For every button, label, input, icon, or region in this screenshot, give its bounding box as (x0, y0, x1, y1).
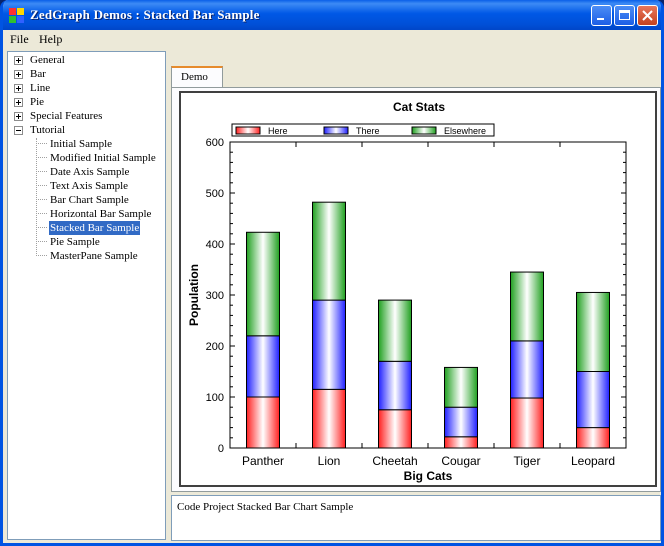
bar-elsewhere-cheetah (378, 299, 412, 362)
bar-here-cheetah (378, 409, 412, 449)
plot-area: 0 100 200 300 400 500 600 Panther Lion Cheetah Cou… (206, 137, 627, 468)
y-axis-title: Population (187, 264, 201, 326)
chart-legend: Here There Elsewhere (231, 123, 495, 137)
menu-bar: File Help (3, 30, 661, 49)
tab-demo-label: Demo (181, 71, 208, 83)
tree-item-label: Bar Chart Sample (50, 194, 129, 206)
tree-item-label: Initial Sample (50, 138, 113, 150)
close-button[interactable] (637, 5, 658, 26)
tree-connector-line (36, 171, 47, 172)
tab-strip: Demo (171, 66, 661, 88)
x-tick-label: Panther (242, 454, 284, 468)
legend-label-elsewhere: Elsewhere (444, 126, 486, 136)
bar-there-lion (312, 299, 346, 390)
plot-frame (229, 141, 627, 449)
tree-item-label: Line (30, 82, 51, 94)
tree-item-label: MasterPane Sample (50, 250, 138, 262)
legend-swatch-elsewhere (411, 126, 437, 135)
y-tick-label: 300 (206, 290, 224, 302)
y-tick-label: 500 (206, 188, 224, 200)
collapse-icon[interactable] (14, 126, 23, 135)
chart-title: Cat Stats (393, 100, 445, 114)
expand-icon[interactable] (14, 56, 23, 65)
expand-icon[interactable] (14, 98, 23, 107)
app-icon (9, 8, 24, 23)
legend-swatch-here (235, 126, 261, 135)
tree-item-label: Pie (30, 96, 45, 108)
bar-there-leopard (576, 371, 610, 429)
tree-connector-line (36, 138, 37, 256)
expand-icon[interactable] (14, 70, 23, 79)
tree-item-label: Pie Sample (50, 236, 100, 248)
description-text-box[interactable]: Code Project Stacked Bar Chart Sample (171, 495, 661, 541)
tree-item-label: Bar (30, 68, 46, 80)
window-title: ZedGraph Demos : Stacked Bar Sample (30, 7, 260, 22)
description-text: Code Project Stacked Bar Chart Sample (177, 501, 354, 513)
x-tick-label: Cheetah (372, 454, 417, 468)
tree-connector-line (36, 143, 47, 144)
expand-icon[interactable] (14, 112, 23, 121)
tree-item-label: Special Features (30, 110, 103, 122)
minimize-icon (597, 18, 604, 20)
tree-connector-line (36, 227, 47, 228)
y-tick-label: 100 (206, 392, 224, 404)
menu-help[interactable]: Help (39, 32, 63, 46)
bar-elsewhere-lion (312, 201, 346, 301)
y-tick-label: 200 (206, 341, 224, 353)
tree-item-label: Date Axis Sample (50, 166, 130, 178)
tree-connector-line (36, 255, 47, 256)
bar-there-panther (246, 335, 280, 398)
x-axis-title: Big Cats (404, 469, 453, 483)
menu-file[interactable]: File (10, 32, 29, 46)
demo-tree[interactable]: General Bar Line Pie Special Features Tu… (7, 51, 166, 540)
tree-connector-line (36, 241, 47, 242)
tree-connector-line (36, 157, 47, 158)
x-tick-label: Tiger (514, 454, 541, 468)
tree-item-label: Stacked Bar Sample (47, 220, 142, 236)
bar-here-panther (246, 396, 280, 449)
tree-item-label: Tutorial (30, 124, 66, 136)
bar-elsewhere-panther (246, 231, 280, 337)
legend-label-here: Here (268, 126, 288, 136)
bar-here-lion (312, 388, 346, 449)
bar-elsewhere-cougar (444, 366, 478, 408)
bar-elsewhere-tiger (510, 271, 544, 342)
x-tick-label: Cougar (441, 454, 480, 468)
stacked-bar-chart: Cat Stats Here There Elsewhere 0 100 200 300 4… (187, 100, 627, 483)
minimize-button[interactable] (591, 5, 612, 26)
title-bar[interactable]: ZedGraph Demos : Stacked Bar Sample (3, 0, 661, 30)
legend-label-there: There (356, 126, 380, 136)
close-icon (642, 10, 653, 21)
bar-here-leopard (576, 427, 610, 449)
bar-there-cougar (444, 406, 478, 438)
bar-here-tiger (510, 397, 544, 449)
tree-connector-line (36, 213, 47, 214)
tree-connector-line (36, 199, 47, 200)
tree-item-label: Text Axis Sample (50, 180, 129, 192)
tab-demo[interactable]: Demo (171, 66, 223, 88)
bar-elsewhere-leopard (576, 291, 610, 372)
legend-swatch-there (323, 126, 349, 135)
bar-there-tiger (510, 340, 544, 399)
y-tick-label: 400 (206, 239, 224, 251)
tree-item-label: Modified Initial Sample (50, 152, 156, 164)
tree-connector-line (36, 185, 47, 186)
bar-here-cougar (444, 436, 478, 449)
tree-item-label: Horizontal Bar Sample (50, 208, 152, 220)
maximize-button[interactable] (614, 5, 635, 26)
x-tick-label: Leopard (571, 454, 615, 468)
x-tick-label: Lion (318, 454, 341, 468)
y-tick-label: 0 (218, 443, 224, 455)
maximize-icon (619, 10, 630, 20)
bar-there-cheetah (378, 360, 412, 411)
tree-item-label: General (30, 54, 65, 66)
y-tick-label: 600 (206, 137, 224, 149)
expand-icon[interactable] (14, 84, 23, 93)
